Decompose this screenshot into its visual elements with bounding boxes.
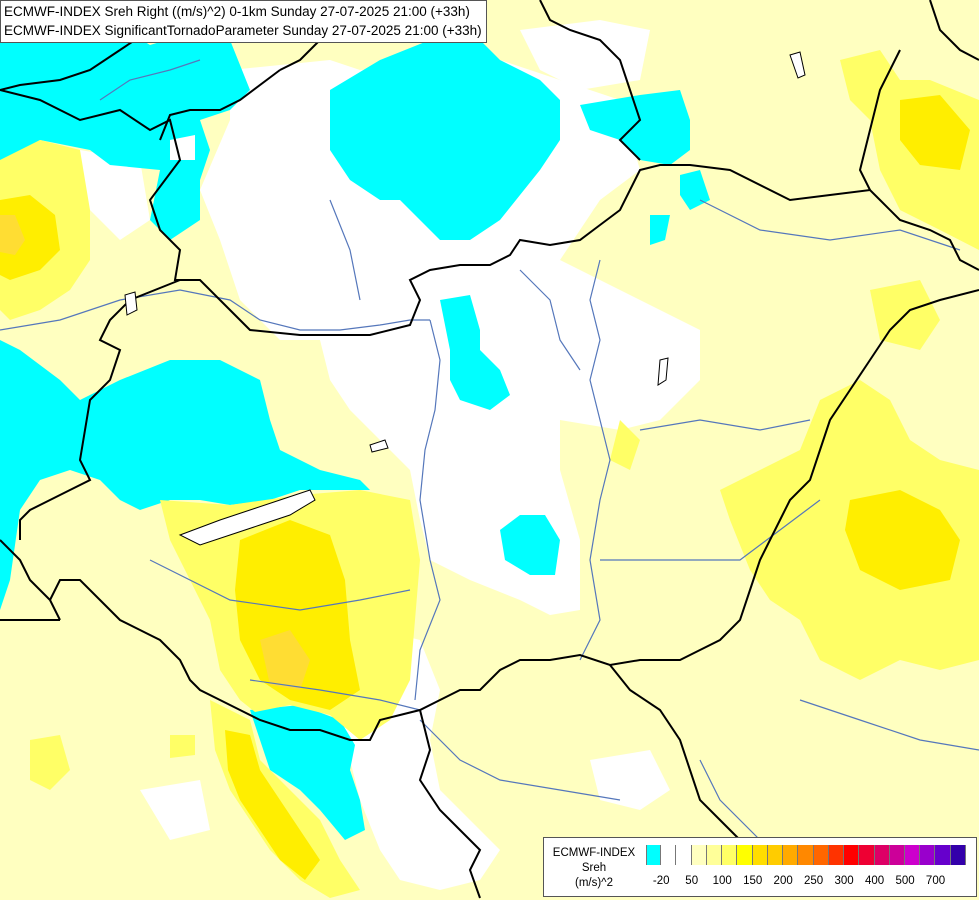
legend-unit: (m/s)^2 xyxy=(575,877,613,889)
legend-ticks: -20 50 100 150 200 250 300 400 500 700 xyxy=(646,875,966,891)
high-sreh-areas xyxy=(0,215,310,690)
legend-swatch xyxy=(798,845,814,865)
legend-swatch xyxy=(904,845,921,865)
rivers xyxy=(0,59,979,841)
legend-tick-label: -20 xyxy=(652,875,670,887)
legend-swatch xyxy=(737,845,753,865)
legend-swatch xyxy=(676,845,692,865)
legend-title: ECMWF-INDEX Sreh (m/s)^2 xyxy=(546,846,642,891)
legend-swatch xyxy=(783,845,799,865)
legend-tick-label: 700 xyxy=(925,875,946,887)
legend-swatches xyxy=(646,845,966,865)
legend-swatch xyxy=(752,845,768,865)
legend-tick-label: 250 xyxy=(804,875,824,887)
lakes xyxy=(124,51,806,546)
legend-tick-label: 100 xyxy=(712,875,732,887)
legend-swatch xyxy=(889,845,905,865)
legend-swatch xyxy=(828,845,845,865)
legend-parameter: Sreh xyxy=(581,862,607,874)
legend-swatch xyxy=(859,845,875,865)
legend-swatch xyxy=(661,845,677,865)
legend-tick-label: 50 xyxy=(685,875,699,887)
title-sreh: ECMWF-INDEX Sreh Right ((m/s)^2) 0-1km S… xyxy=(4,4,470,19)
low-sreh-areas xyxy=(0,20,710,840)
legend-swatch xyxy=(935,845,951,865)
color-legend: ECMWF-INDEX Sreh (m/s)^2 -20 50 100 150 200 2… xyxy=(543,837,977,897)
legend-swatch xyxy=(950,845,966,865)
legend-tick-label: 400 xyxy=(864,875,885,887)
legend-swatch xyxy=(874,845,890,865)
legend-swatch xyxy=(691,845,707,865)
legend-source: ECMWF-INDEX xyxy=(552,847,636,859)
title-stp: ECMWF-INDEX SignificantTornadoParameter … xyxy=(4,23,482,38)
legend-swatch xyxy=(767,845,784,865)
map-title-box: ECMWF-INDEX Sreh Right ((m/s)^2) 0-1km S… xyxy=(0,0,487,43)
legend-swatch xyxy=(722,845,738,865)
elevated-sreh-areas xyxy=(0,95,970,880)
legend-swatch xyxy=(920,845,936,865)
legend-tick-label: 150 xyxy=(743,875,763,887)
legend-tick-label: 200 xyxy=(773,875,793,887)
legend-swatch xyxy=(706,845,723,865)
legend-swatch xyxy=(813,845,829,865)
legend-swatch xyxy=(844,845,860,865)
legend-tick-label: 500 xyxy=(895,875,915,887)
legend-tick-label: 300 xyxy=(834,875,854,887)
legend-swatch xyxy=(646,845,662,865)
